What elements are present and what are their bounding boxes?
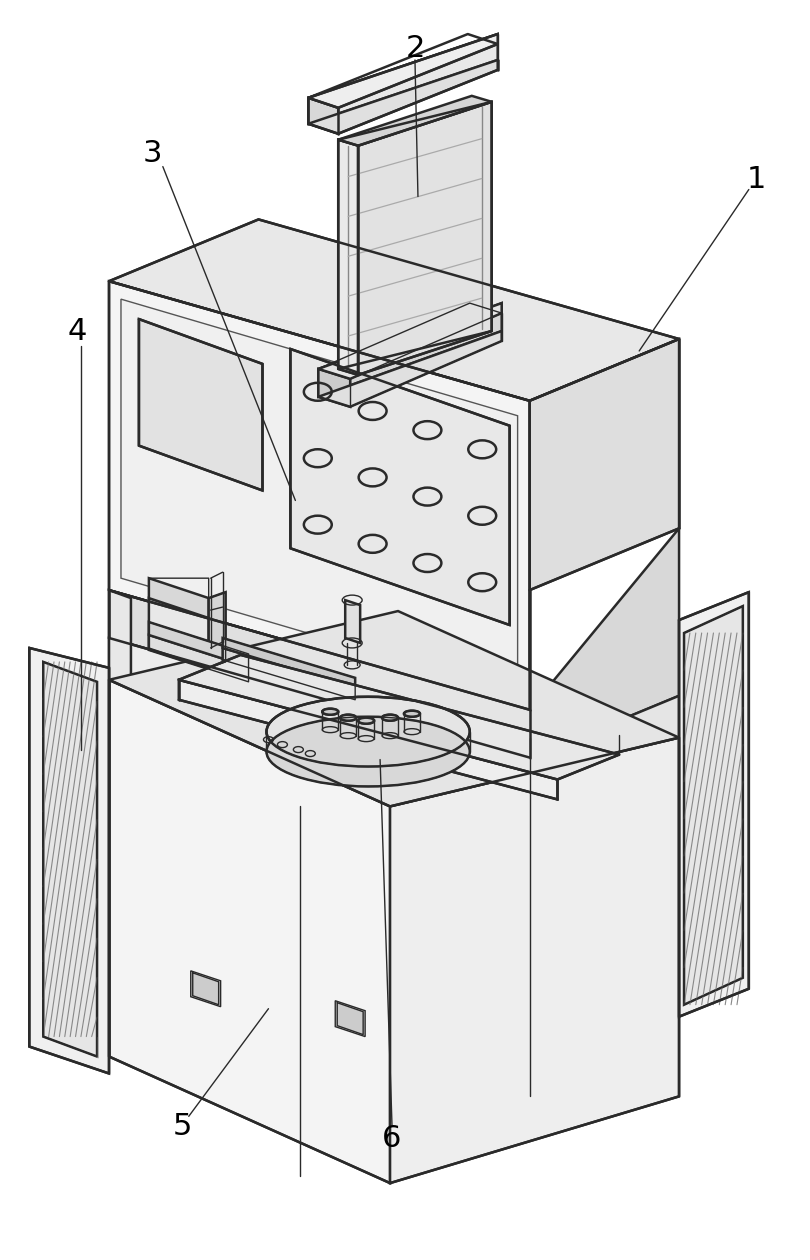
Text: 6: 6 (382, 1124, 402, 1153)
Polygon shape (109, 680, 390, 1183)
Polygon shape (109, 590, 131, 688)
Polygon shape (339, 96, 492, 146)
Ellipse shape (404, 711, 420, 717)
Ellipse shape (358, 718, 374, 723)
Polygon shape (318, 304, 501, 379)
Polygon shape (309, 34, 497, 123)
Polygon shape (179, 655, 620, 780)
Polygon shape (109, 281, 530, 709)
Polygon shape (684, 606, 743, 1004)
Ellipse shape (322, 708, 339, 714)
Polygon shape (309, 98, 339, 134)
Polygon shape (318, 369, 350, 407)
Ellipse shape (340, 714, 356, 721)
Polygon shape (109, 219, 679, 401)
Ellipse shape (322, 708, 339, 714)
Polygon shape (291, 349, 509, 625)
Polygon shape (309, 34, 497, 108)
Polygon shape (190, 970, 220, 1007)
Polygon shape (318, 331, 501, 407)
Ellipse shape (382, 714, 398, 721)
Polygon shape (223, 648, 355, 699)
Polygon shape (149, 622, 249, 667)
Polygon shape (29, 648, 109, 1074)
Ellipse shape (382, 714, 398, 721)
Polygon shape (149, 578, 209, 619)
Polygon shape (679, 592, 748, 1017)
Polygon shape (149, 635, 249, 682)
Polygon shape (530, 528, 679, 757)
Ellipse shape (358, 718, 374, 723)
Polygon shape (345, 600, 360, 643)
Text: 1: 1 (747, 165, 766, 194)
Polygon shape (109, 638, 530, 799)
Polygon shape (339, 140, 358, 375)
Polygon shape (223, 638, 355, 688)
Polygon shape (43, 662, 97, 1057)
Polygon shape (121, 299, 518, 694)
Text: 5: 5 (173, 1111, 193, 1140)
Text: 2: 2 (405, 34, 424, 63)
Polygon shape (358, 102, 492, 375)
Ellipse shape (404, 711, 420, 717)
Polygon shape (139, 319, 262, 490)
Ellipse shape (266, 697, 470, 766)
Polygon shape (109, 590, 530, 757)
Polygon shape (318, 304, 501, 397)
Ellipse shape (266, 717, 470, 786)
Polygon shape (109, 611, 679, 806)
Polygon shape (309, 60, 497, 134)
Polygon shape (530, 696, 679, 799)
Ellipse shape (340, 714, 356, 721)
Polygon shape (390, 737, 679, 1183)
Polygon shape (209, 592, 226, 668)
Polygon shape (149, 598, 209, 668)
Polygon shape (179, 680, 557, 799)
Polygon shape (335, 1000, 365, 1037)
Polygon shape (530, 339, 679, 590)
Text: 3: 3 (143, 139, 163, 168)
Text: 4: 4 (67, 316, 87, 345)
